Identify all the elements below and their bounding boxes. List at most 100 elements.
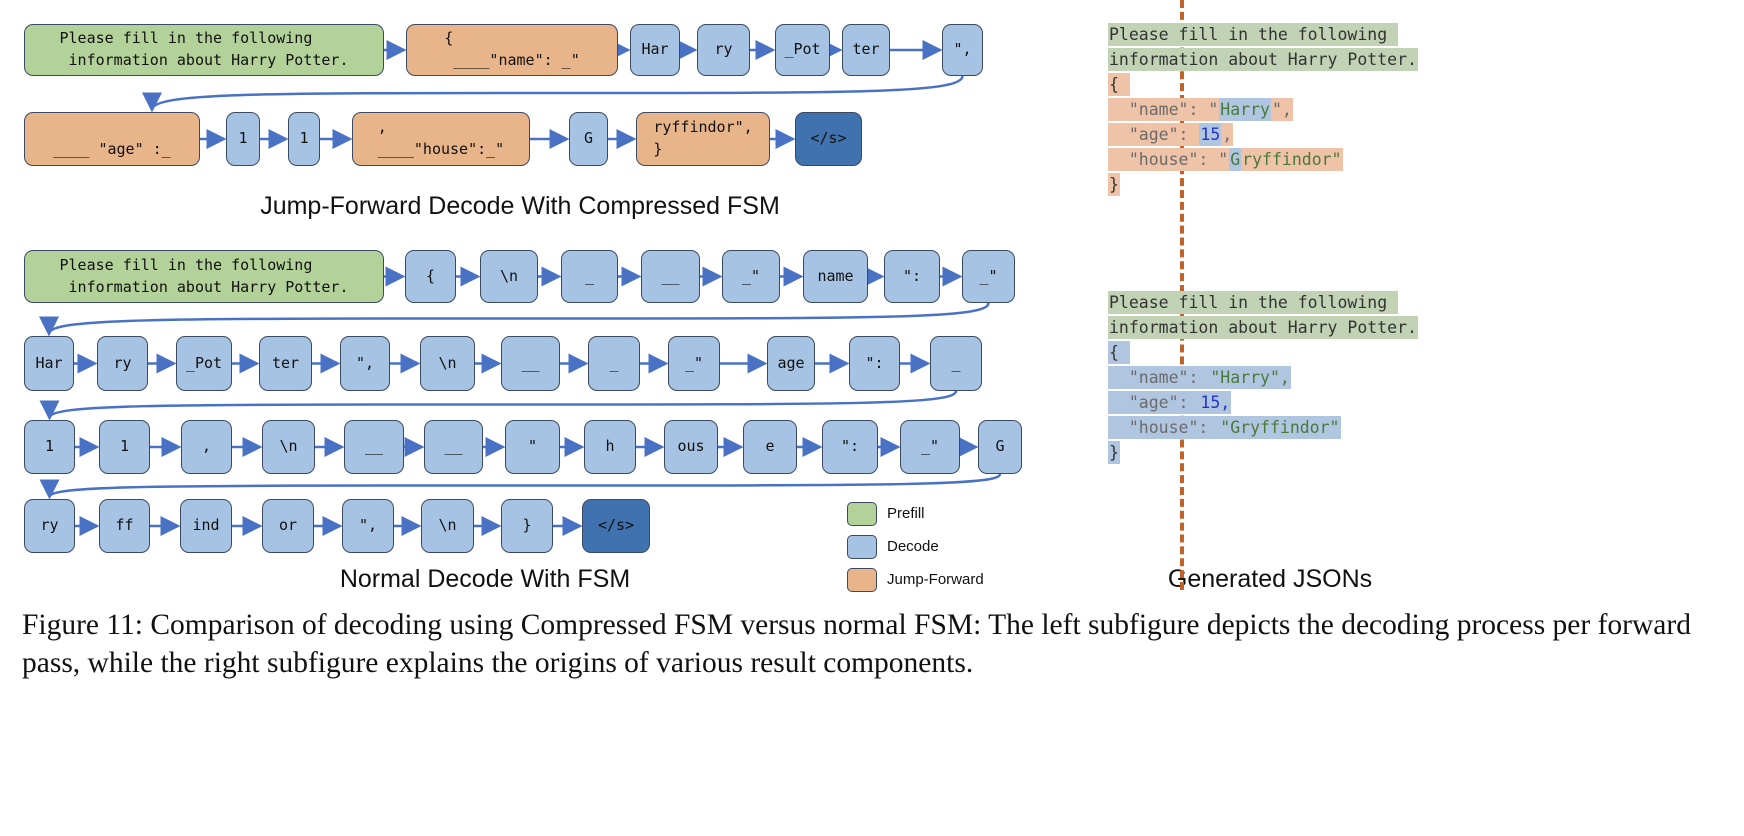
json-line: { xyxy=(1108,72,1418,97)
token-text: { xyxy=(425,266,436,285)
json-segment-decode: "name": xyxy=(1108,366,1210,389)
json-line: information about Harry Potter. xyxy=(1108,47,1418,72)
token-text: { ____"name": _" xyxy=(444,29,580,69)
json-segment-jump: { xyxy=(1108,73,1130,96)
legend-swatch-jump-forward xyxy=(847,568,877,592)
token-text: ": xyxy=(902,266,922,285)
normal-token-decode: ind xyxy=(180,499,232,553)
normal-token-decode: \n xyxy=(262,420,315,474)
token-text: ryffindor", } xyxy=(653,118,753,158)
normal-token-decode: ": xyxy=(884,250,940,303)
normal-token-decode: or xyxy=(262,499,314,553)
normal-token-decode: e xyxy=(743,420,797,474)
json-segment-decode: G xyxy=(1229,148,1242,171)
token-text: ry xyxy=(113,353,132,372)
normal-token-decode: ", xyxy=(340,336,390,391)
token-text: or xyxy=(278,516,298,535)
token-text: \n xyxy=(499,266,519,285)
normal-token-decode: ry xyxy=(24,499,75,553)
normal-token-decode: _" xyxy=(962,250,1015,303)
jump-forward-token-decode: _Pot xyxy=(775,24,830,76)
jump-forward-token-decode: Har xyxy=(630,24,680,76)
normal-token-decode: Har xyxy=(24,336,74,391)
json-segment-jump: } xyxy=(1108,173,1120,196)
wrap-arrow xyxy=(39,302,990,337)
token-text: ry xyxy=(714,40,733,59)
generated-json-compressed: Please fill in the following information… xyxy=(1108,22,1418,197)
jump-forward-token-decode: G xyxy=(569,112,608,166)
token-text: ", xyxy=(358,516,378,535)
token-text: ", xyxy=(953,40,972,59)
normal-token-decode: \n xyxy=(420,336,475,391)
json-segment-decode: } xyxy=(1108,441,1120,464)
token-text: e xyxy=(765,437,775,456)
normal-token-decode: _ xyxy=(588,336,640,391)
json-line: Please fill in the following xyxy=(1108,22,1418,47)
json-line: "name": "Harry", xyxy=(1108,365,1418,390)
json-segment-decode: "age": xyxy=(1108,391,1200,414)
token-text: ": xyxy=(840,437,860,456)
wrap-arrow xyxy=(39,473,1002,500)
normal-token-decode: __ xyxy=(344,420,404,474)
wrap-arrow xyxy=(142,75,964,113)
json-line: } xyxy=(1108,440,1418,465)
token-text: 1 xyxy=(119,437,130,456)
normal-token-decode: __ xyxy=(501,336,560,391)
normal-token-decode: __ xyxy=(641,250,700,303)
json-line: "age": 15, xyxy=(1108,122,1418,147)
normal-token-decode: age xyxy=(767,336,815,391)
json-segment-prefill: Please fill in the following xyxy=(1108,23,1399,46)
token-text: 1 xyxy=(238,129,248,148)
normal-token-decode: { xyxy=(405,250,456,303)
token-text: </s> xyxy=(597,516,635,535)
json-segment-jump: , xyxy=(1221,123,1234,146)
token-text: _ xyxy=(584,266,595,285)
normal-token-decode: _ xyxy=(561,250,618,303)
token-text: ": xyxy=(865,353,884,372)
token-text: __ xyxy=(521,353,540,372)
token-text: G xyxy=(995,437,1005,456)
jump-forward-token-jump: ____ "age" :_ xyxy=(24,112,200,166)
jump-forward-token-decode: 1 xyxy=(288,112,320,166)
token-text: ff xyxy=(115,516,134,535)
normal-token-decode: ": xyxy=(822,420,878,474)
token-text: _ xyxy=(609,353,619,372)
figure-caption: Figure 11: Comparison of decoding using … xyxy=(22,609,1691,679)
json-segment-prefill: Please fill in the following xyxy=(1108,291,1399,314)
token-text: \n xyxy=(279,437,298,456)
token-text: _" xyxy=(979,266,998,285)
normal-token-decode: 1 xyxy=(24,420,75,474)
token-text: _Pot xyxy=(784,40,821,59)
json-segment-jump: ryffindor" xyxy=(1241,148,1343,171)
normal-token-decode: " xyxy=(505,420,560,474)
token-text: ry xyxy=(40,516,59,535)
jump-forward-token-jump: ryffindor", } xyxy=(636,112,770,166)
token-text: _" xyxy=(741,266,761,285)
jump-forward-token-decode: ter xyxy=(842,24,890,76)
token-text: ____ "age" :_ xyxy=(53,140,171,158)
jump-forward-token-decode: 1 xyxy=(226,112,260,166)
normal-token-decode: h xyxy=(584,420,636,474)
token-text: \n xyxy=(438,353,457,372)
wrap-arrow xyxy=(39,390,958,421)
token-text: Har xyxy=(35,353,63,372)
json-segment-jump: "house": " xyxy=(1108,148,1230,171)
normal-token-decode: G xyxy=(978,420,1022,474)
normal-token-decode: ff xyxy=(99,499,150,553)
jump-forward-title: Jump-Forward Decode With Compressed FSM xyxy=(260,192,780,220)
normal-token-decode: \n xyxy=(480,250,538,303)
normal-token-decode: 1 xyxy=(99,420,150,474)
normal-token-decode: _ xyxy=(930,336,982,391)
legend-swatch-decode xyxy=(847,535,877,559)
token-text: ", xyxy=(355,353,375,372)
jump-forward-token-prefill: Please fill in the following information… xyxy=(24,24,384,76)
normal-token-prefill: Please fill in the following information… xyxy=(24,250,384,303)
json-line: { xyxy=(1108,340,1418,365)
normal-token-decode: ry xyxy=(97,336,148,391)
json-segment-jump: ", xyxy=(1270,98,1293,121)
json-segment-decode: "Gryffindor" xyxy=(1219,416,1341,439)
normal-token-decode: , xyxy=(181,420,232,474)
token-text: </s> xyxy=(810,129,847,148)
normal-token-decode: \n xyxy=(421,499,474,553)
